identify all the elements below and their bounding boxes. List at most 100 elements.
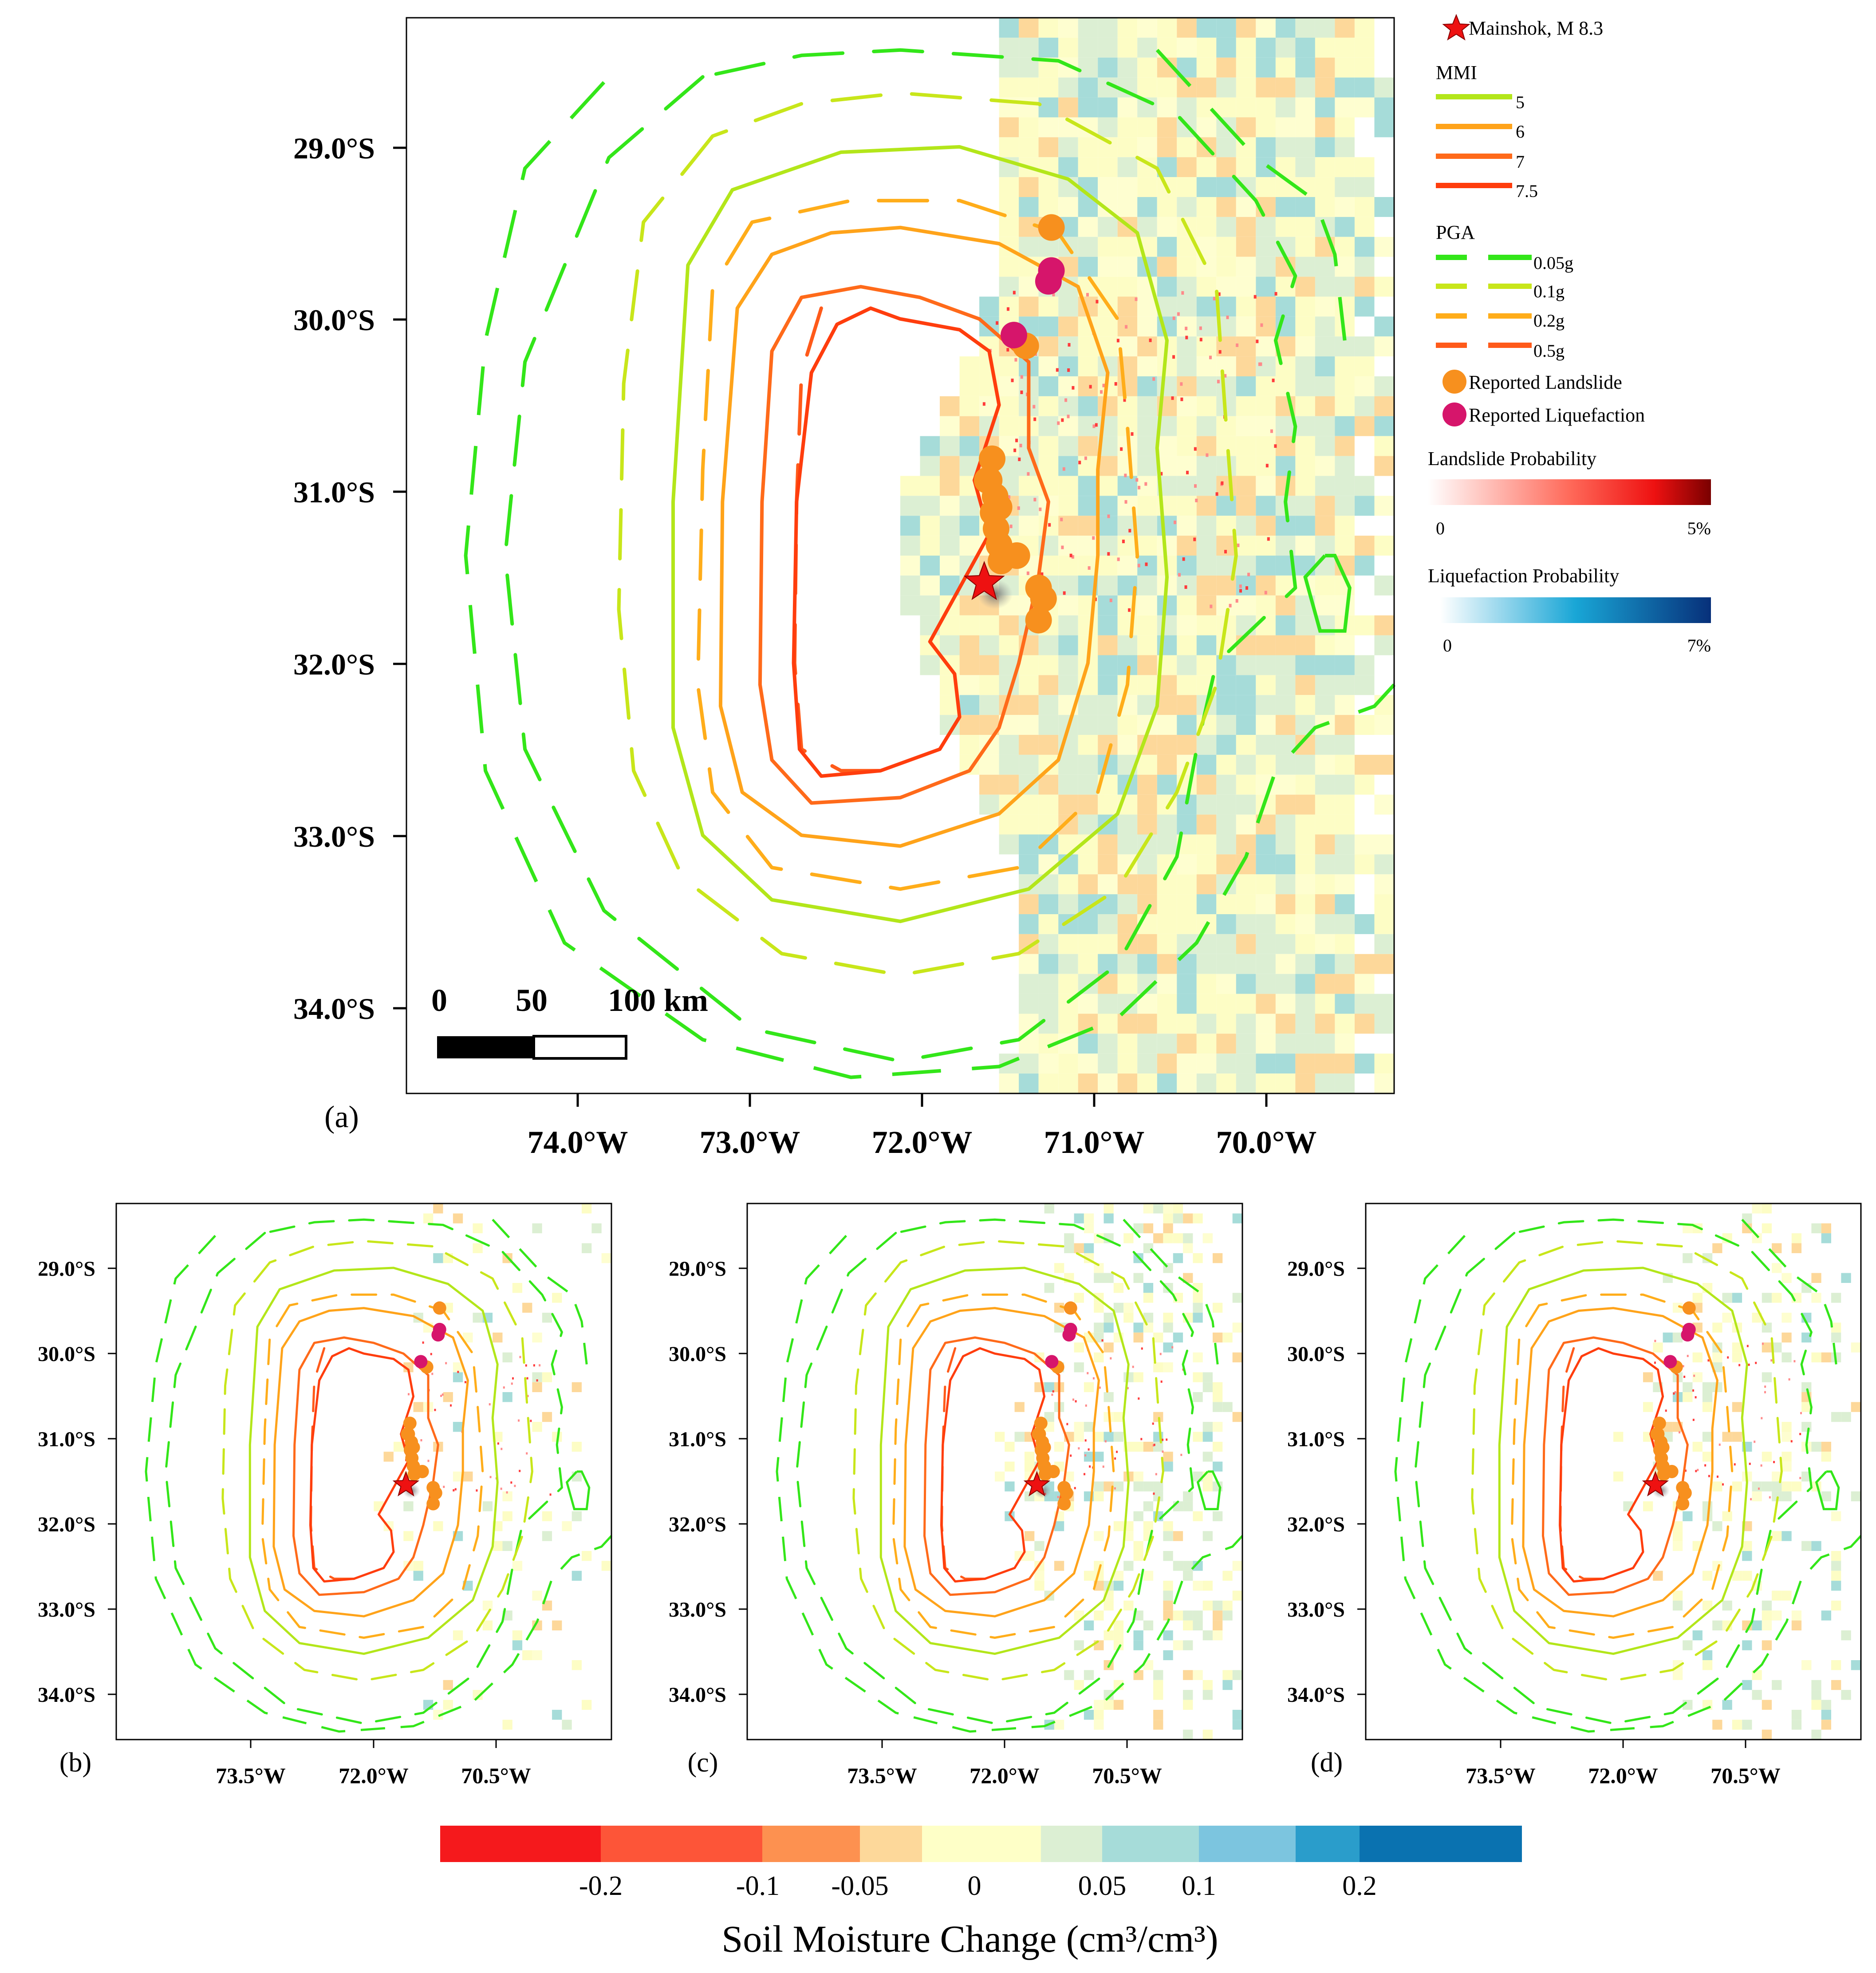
landslide-marker: [1046, 1465, 1060, 1478]
soil-moisture-tile: [1193, 1293, 1203, 1303]
lon-tick-label: 74.0°W: [528, 1125, 628, 1160]
soil-moisture-tile: [1098, 695, 1118, 715]
landslide-prob-speck: [443, 1485, 445, 1488]
soil-moisture-tile: [1732, 1402, 1742, 1412]
landslide-prob-speck: [1084, 1454, 1087, 1457]
soil-moisture-tile: [1841, 1412, 1851, 1422]
soil-moisture-tile: [1104, 1690, 1114, 1700]
landslide-prob-speck: [1144, 482, 1147, 486]
soil-moisture-tile: [1791, 1481, 1802, 1492]
soil-moisture-tile: [1123, 1313, 1134, 1323]
soil-moisture-tile: [1355, 256, 1375, 277]
landslide-prob-speck: [497, 1442, 499, 1445]
map-panel-b: 29.0°S30.0°S31.0°S32.0°S33.0°S34.0°S73.5…: [38, 1203, 612, 1788]
soil-moisture-tile: [1335, 256, 1355, 277]
soil-moisture-tile: [1084, 1223, 1094, 1234]
legend-pga-02-label: 0.2g: [1533, 311, 1565, 331]
soil-moisture-tile: [1137, 954, 1157, 974]
landslide-prob-speck: [1153, 1492, 1155, 1495]
soil-moisture-tile: [1781, 1491, 1792, 1502]
soil-moisture-tile: [1355, 396, 1375, 416]
lat-tick-label: 31.0°S: [669, 1428, 726, 1451]
pga-005g-outer-contour: [464, 81, 1395, 1079]
soil-moisture-tile: [1275, 754, 1296, 775]
soil-moisture-tile: [1177, 974, 1197, 994]
soil-moisture-tile: [1038, 974, 1059, 994]
soil-moisture-tile: [1177, 1073, 1197, 1093]
soil-moisture-tile: [1157, 1073, 1177, 1093]
soil-moisture-tile: [1256, 237, 1276, 257]
soil-moisture-tile: [1672, 1531, 1683, 1541]
soil-moisture-tile: [1196, 157, 1217, 178]
landslide-prob-speck: [1084, 1473, 1086, 1476]
soil-moisture-tile: [1133, 1472, 1143, 1482]
soil-moisture-tile: [571, 1660, 582, 1670]
landslide-prob-speck: [1229, 604, 1232, 608]
soil-moisture-tile: [493, 1332, 503, 1343]
soil-moisture-tile: [1355, 774, 1375, 795]
soil-moisture-tile: [1732, 1342, 1742, 1353]
soil-moisture-tile: [1117, 615, 1138, 635]
soil-moisture-tile: [562, 1720, 572, 1730]
lat-tick-label: 34.0°S: [1287, 1683, 1345, 1707]
landslide-marker: [402, 1427, 415, 1441]
soil-moisture-tile: [1084, 1670, 1094, 1680]
lat-tick-label: 30.0°S: [38, 1342, 95, 1366]
landslide-prob-speck: [1141, 1347, 1143, 1350]
soil-moisture-tile: [1315, 1073, 1335, 1093]
soil-moisture-tile: [1163, 1551, 1173, 1561]
soil-moisture-tile: [1074, 1213, 1084, 1223]
soil-moisture-tile: [1752, 1481, 1762, 1492]
soil-moisture-tile: [1236, 77, 1256, 98]
landslide-prob-speck: [1687, 1355, 1689, 1357]
soil-moisture-tile: [1831, 1571, 1841, 1581]
soil-moisture-tile: [1355, 416, 1375, 436]
soil-moisture-tile: [1213, 1302, 1223, 1313]
soil-moisture-tile: [1019, 1054, 1039, 1074]
soil-moisture-tile: [1173, 1204, 1183, 1214]
soil-moisture-tile: [1078, 376, 1098, 396]
soil-moisture-tile: [562, 1521, 572, 1531]
soil-moisture-tile: [1335, 675, 1355, 695]
soil-moisture-tile: [1236, 894, 1256, 914]
landslide-prob-speck: [1067, 414, 1070, 418]
landslide-prob-speck: [1101, 1339, 1104, 1342]
soil-moisture-tile: [1213, 1441, 1223, 1452]
soil-moisture-tile: [1374, 794, 1394, 815]
liquefaction-prob-min-label: 0: [1443, 635, 1452, 655]
landslide-prob-speck: [1062, 467, 1065, 471]
soil-moisture-tile: [1275, 1014, 1296, 1034]
landslide-prob-speck: [1160, 472, 1163, 476]
soil-moisture-tile: [1196, 396, 1217, 416]
soil-moisture-tile: [1232, 1412, 1242, 1422]
soil-moisture-tile: [1315, 416, 1335, 436]
soil-moisture-tile: [999, 37, 1019, 58]
soil-moisture-tile: [1256, 595, 1276, 616]
soil-moisture-tile: [1315, 874, 1335, 895]
soil-moisture-tile: [1236, 615, 1256, 635]
soil-moisture-tile: [403, 1501, 414, 1511]
soil-moisture-tile: [1315, 814, 1335, 835]
soil-moisture-tile: [1038, 197, 1059, 217]
colorbar-segment: [860, 1826, 922, 1862]
soil-moisture-tile: [1315, 635, 1335, 655]
landslide-prob-speck: [1117, 557, 1120, 561]
soil-moisture-tile: [512, 1630, 523, 1641]
soil-moisture-tile: [1098, 217, 1118, 237]
landslide-prob-speck: [536, 1379, 538, 1382]
soil-moisture-tile: [1098, 456, 1118, 476]
legend-liquefaction-label: Reported Liquefaction: [1469, 404, 1645, 426]
soil-moisture-tile: [1213, 1511, 1223, 1521]
soil-moisture-tile: [1117, 556, 1138, 576]
soil-moisture-tile: [1295, 556, 1315, 576]
soil-moisture-tile: [1355, 57, 1375, 78]
mmi-75-contour: [940, 1347, 1046, 1583]
soil-moisture-tile: [1275, 1054, 1296, 1074]
soil-moisture-tile: [1355, 356, 1375, 376]
soil-moisture-tile: [1216, 1014, 1236, 1034]
pga-02g-contour: [892, 1293, 1115, 1639]
soil-moisture-tile: [1216, 77, 1236, 98]
landslide-prob-speck: [1092, 1377, 1095, 1380]
soil-moisture-tile: [1256, 615, 1276, 635]
soil-moisture-tile: [1315, 276, 1335, 297]
